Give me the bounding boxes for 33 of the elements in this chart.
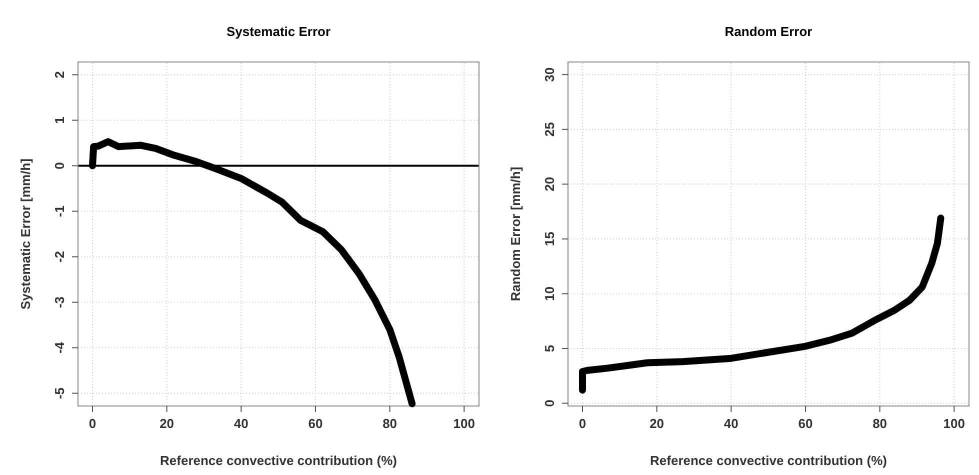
y-tick-label: 10 (542, 286, 557, 301)
y-tick-label: 20 (542, 176, 557, 192)
x-tick-label: 0 (578, 416, 586, 431)
y-tick-label: 1 (52, 116, 67, 124)
y-tick-label: 30 (542, 67, 557, 82)
y-tick-label: 0 (52, 162, 67, 170)
x-tick-label: 0 (88, 416, 96, 431)
x-tick-label: 20 (160, 416, 174, 431)
y-tick-label: 2 (52, 71, 67, 78)
x-tick-label: 80 (872, 416, 888, 431)
chart-title: Random Error (724, 24, 812, 39)
x-axis-title: Reference convective contribution (%) (160, 453, 397, 468)
y-tick-label: -5 (52, 387, 67, 400)
y-tick-label: -4 (52, 341, 67, 354)
y-tick-label: -2 (52, 250, 67, 263)
x-tick-label: 60 (798, 416, 813, 431)
y-tick-label: 0 (542, 400, 557, 407)
y-tick-label: 25 (542, 122, 557, 137)
y-axis-title: Random Error [mm/h] (508, 166, 523, 302)
x-tick-label: 40 (724, 416, 738, 431)
x-axis-title: Reference convective contribution (%) (650, 453, 887, 468)
y-tick-label: -3 (52, 296, 67, 308)
x-tick-label: 40 (234, 416, 248, 431)
x-tick-label: 20 (650, 416, 664, 431)
y-tick-label: -1 (52, 205, 67, 218)
y-tick-label: 5 (542, 344, 557, 352)
y-axis-title: Systematic Error [mm/h] (18, 158, 33, 310)
chart-title: Systematic Error (226, 24, 331, 39)
y-tick-label: 15 (542, 232, 557, 246)
x-tick-label: 80 (382, 416, 398, 431)
x-tick-label: 60 (308, 416, 323, 431)
x-tick-label: 100 (453, 416, 475, 431)
x-tick-label: 100 (943, 416, 965, 431)
